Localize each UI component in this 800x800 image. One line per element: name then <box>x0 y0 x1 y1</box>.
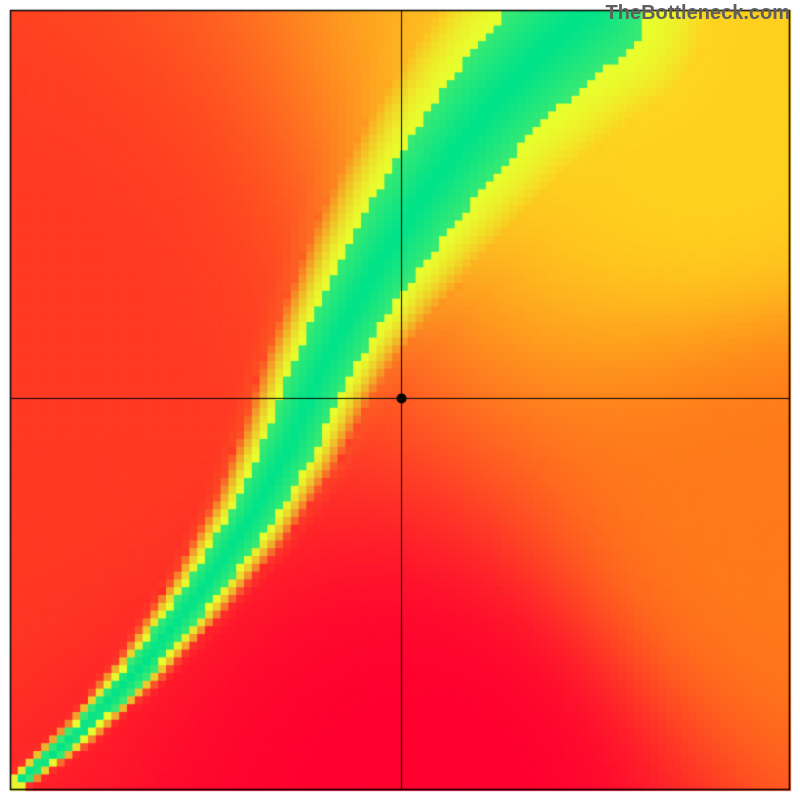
heatmap-canvas <box>0 0 800 800</box>
watermark-text: TheBottleneck.com <box>606 2 790 25</box>
bottleneck-heatmap: TheBottleneck.com <box>0 0 800 800</box>
